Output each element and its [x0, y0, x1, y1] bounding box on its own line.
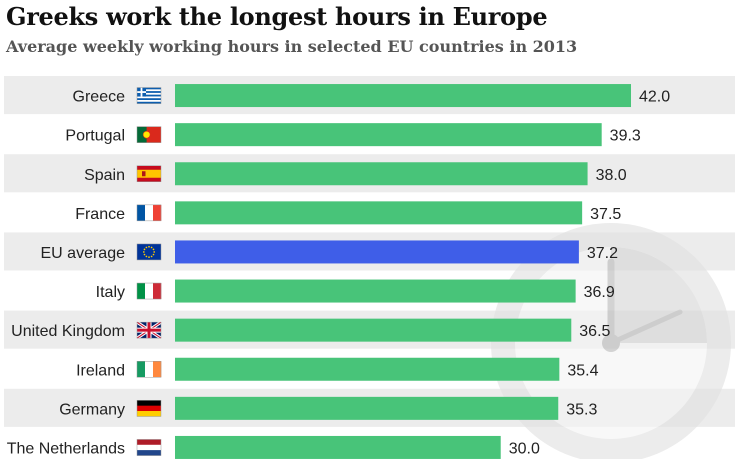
- chart-title: Greeks work the longest hours in Europe: [6, 2, 548, 31]
- category-label: United Kingdom: [11, 323, 125, 340]
- bar: [175, 123, 602, 147]
- chart-row: Spain 38.0: [84, 162, 627, 186]
- category-label: EU average: [41, 245, 126, 262]
- bar: [175, 396, 559, 420]
- value-label: 37.2: [587, 245, 618, 262]
- value-label: 38.0: [596, 167, 627, 184]
- chart-row: Germany 35.3: [59, 396, 597, 420]
- portugal-flag: [136, 126, 162, 143]
- germany-flag: [136, 400, 162, 417]
- value-label: 35.4: [567, 362, 598, 379]
- value-label: 35.3: [566, 401, 597, 418]
- chart-row: Portugal 39.3: [65, 123, 641, 147]
- bar: [175, 435, 501, 459]
- bar: [175, 162, 588, 186]
- category-label: Germany: [59, 401, 125, 418]
- chart-row: United Kingdom 36.5: [11, 318, 611, 342]
- netherlands-flag: [136, 439, 162, 456]
- chart-row: The Netherlands 30.0: [7, 435, 540, 459]
- category-label: Portugal: [65, 128, 125, 145]
- chart-row: Ireland 35.4: [76, 357, 599, 381]
- greece-flag: [136, 87, 162, 104]
- value-label: 36.9: [584, 284, 615, 301]
- value-label: 39.3: [610, 128, 641, 145]
- france-flag: [136, 204, 162, 222]
- value-label: 36.5: [579, 323, 610, 340]
- eu-flag: [136, 243, 162, 261]
- chart-subtitle: Average weekly working hours in selected…: [6, 37, 578, 56]
- chart-row: Italy 36.9: [96, 279, 615, 303]
- chart-row: France 37.5: [75, 201, 621, 225]
- category-label: Spain: [84, 167, 125, 184]
- category-label: Italy: [96, 284, 125, 301]
- category-label: Ireland: [76, 362, 125, 379]
- category-label: France: [75, 206, 125, 223]
- bar: [175, 279, 576, 303]
- bar: [175, 201, 583, 225]
- bar: [175, 357, 560, 381]
- value-label: 30.0: [509, 440, 540, 457]
- bar: [175, 318, 572, 342]
- bar: [175, 240, 579, 264]
- chart-row: Greece 42.0: [73, 84, 670, 108]
- category-label: The Netherlands: [7, 440, 125, 457]
- bar: [175, 84, 631, 108]
- spain-flag: [136, 165, 162, 182]
- value-label: 37.5: [590, 206, 621, 223]
- uk-flag: [136, 320, 162, 340]
- category-label: Greece: [73, 89, 126, 106]
- ireland-flag: [136, 361, 162, 378]
- value-label: 42.0: [639, 89, 670, 106]
- chart-row: EU average 37.2: [41, 240, 618, 264]
- italy-flag: [136, 282, 162, 300]
